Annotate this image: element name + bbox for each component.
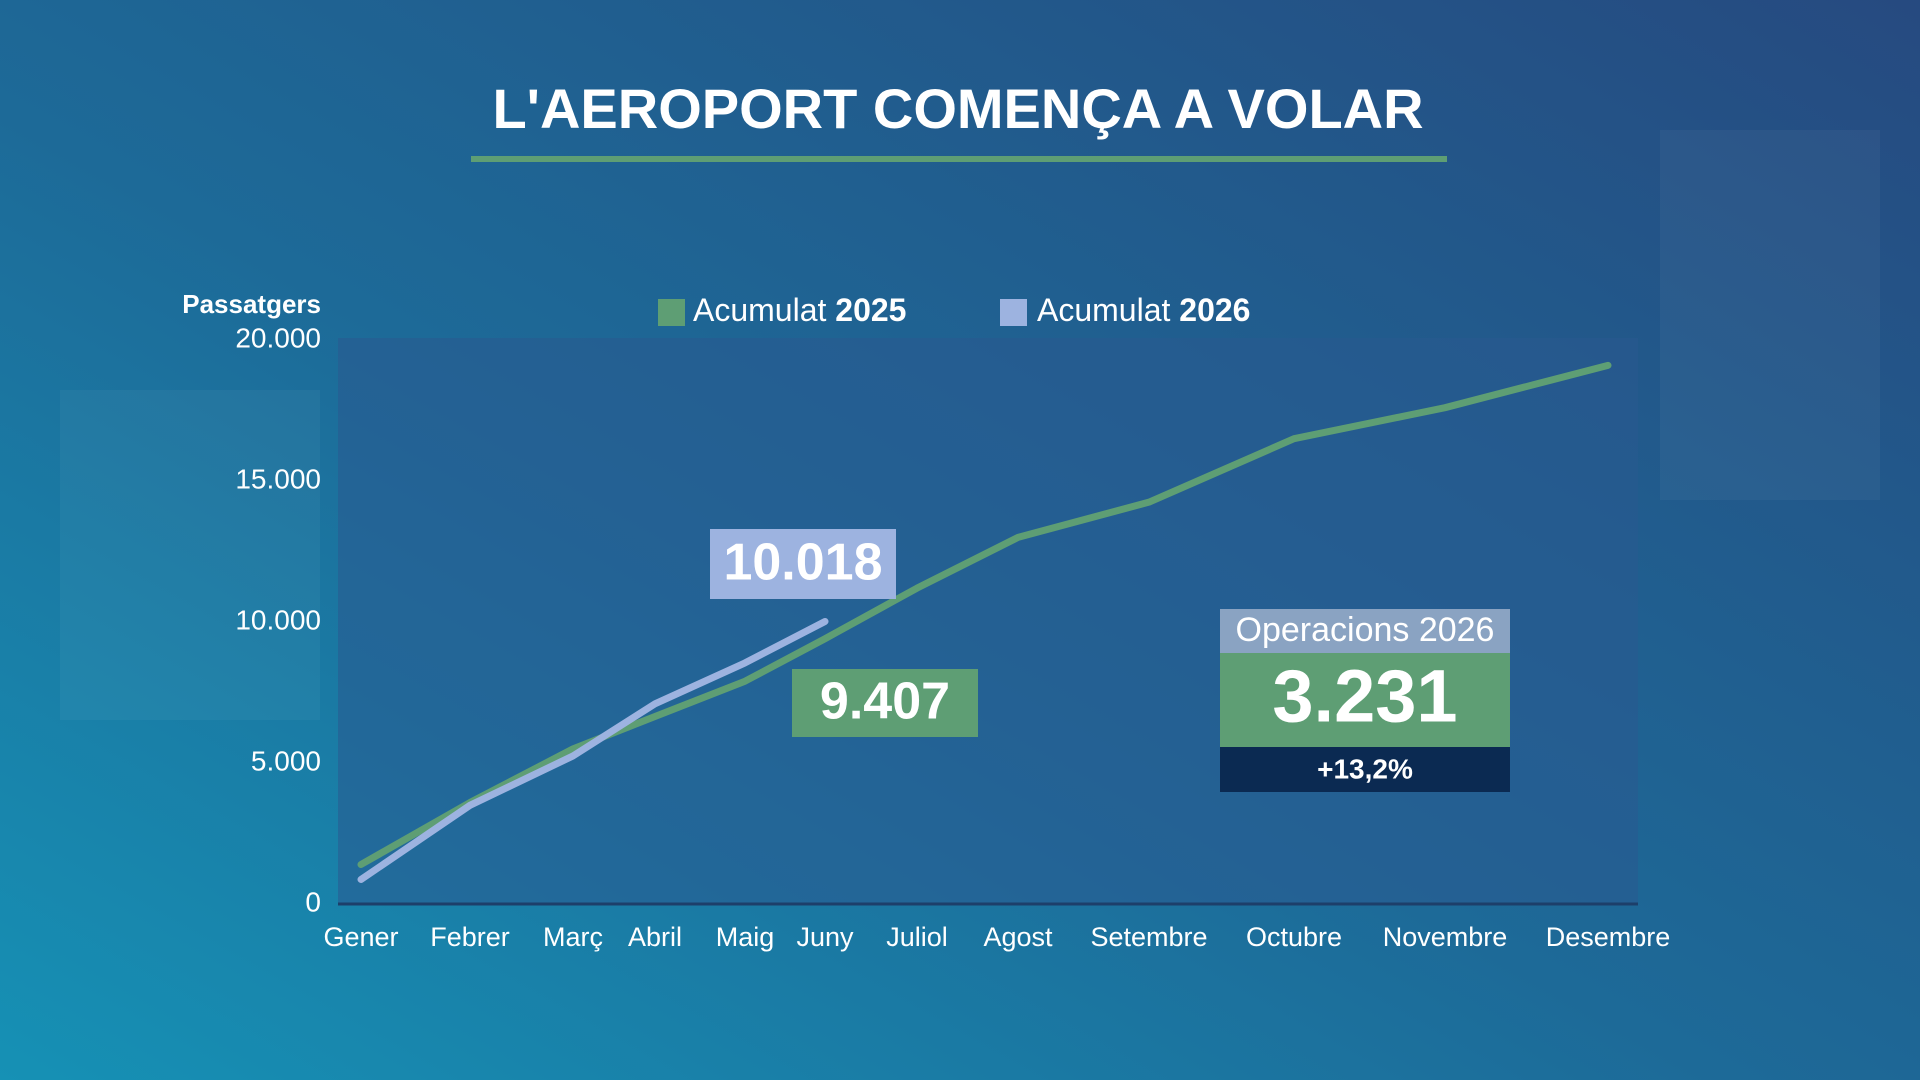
x-tick-label: Desembre: [1546, 922, 1671, 952]
x-tick-label: Maig: [716, 922, 775, 952]
x-tick-label: Febrer: [430, 922, 510, 952]
annotation-change: +13,2%: [1317, 753, 1413, 784]
x-tick-label: Novembre: [1383, 922, 1508, 952]
y-tick-label: 0: [305, 886, 321, 917]
y-tick-label: 20.000: [235, 322, 321, 353]
series-line: [357, 361, 1612, 869]
legend-swatch: [658, 299, 685, 326]
decor: [1660, 130, 1880, 500]
x-tick-label: Octubre: [1246, 922, 1342, 952]
value-label: 9.407: [820, 673, 950, 731]
x-tick-label: Agost: [983, 922, 1053, 952]
y-axis-label: Passatgers: [182, 289, 321, 319]
legend-label: Acumulat 2025: [693, 292, 906, 328]
annotation-header: [1220, 609, 1510, 653]
value-label: 10.018: [723, 534, 882, 592]
x-tick-label: Juliol: [886, 922, 948, 952]
x-tick-label: Juny: [796, 922, 854, 952]
y-tick-label: 10.000: [235, 604, 321, 635]
chart-title: L'AEROPORT COMENÇA A VOLAR: [492, 77, 1423, 140]
legend-swatch: [1000, 299, 1027, 326]
annotation-title: Operacions 2026: [1236, 611, 1495, 649]
value-label-box: [792, 669, 978, 737]
x-tick-label: Març: [543, 922, 603, 952]
x-tick-label: Setembre: [1090, 922, 1207, 952]
legend-label: Acumulat 2026: [1037, 292, 1250, 328]
value-label-box: [710, 529, 896, 599]
annotation-value: 3.231: [1272, 655, 1457, 738]
annotation-body: [1220, 653, 1510, 747]
decor: [60, 390, 320, 720]
y-tick-label: 5.000: [251, 745, 321, 776]
annotation-footer: [1220, 747, 1510, 792]
x-tick-label: Abril: [628, 922, 682, 952]
y-tick-label: 15.000: [235, 463, 321, 494]
annotation-box: Operacions 2026 3.231 +13,2%: [1220, 609, 1510, 792]
x-tick-label: Gener: [323, 922, 398, 952]
series-line: [357, 617, 829, 883]
